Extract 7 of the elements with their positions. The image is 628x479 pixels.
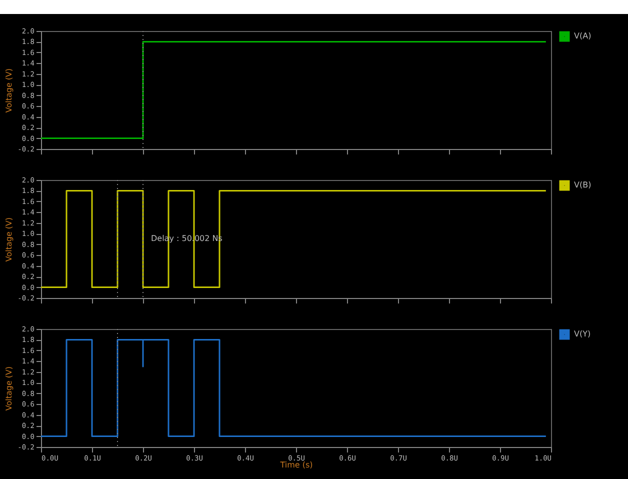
y-axis-title: Voltage (V) bbox=[4, 217, 14, 262]
y-axis-title: Voltage (V) bbox=[4, 68, 14, 113]
x-axis-title: Time (s) bbox=[279, 460, 313, 470]
legend-label: V(B) bbox=[574, 180, 592, 190]
legend-label: V(Y) bbox=[574, 330, 591, 338]
legend-label: V(A) bbox=[574, 32, 592, 40]
y-axis-title: Voltage (V) bbox=[4, 366, 14, 411]
